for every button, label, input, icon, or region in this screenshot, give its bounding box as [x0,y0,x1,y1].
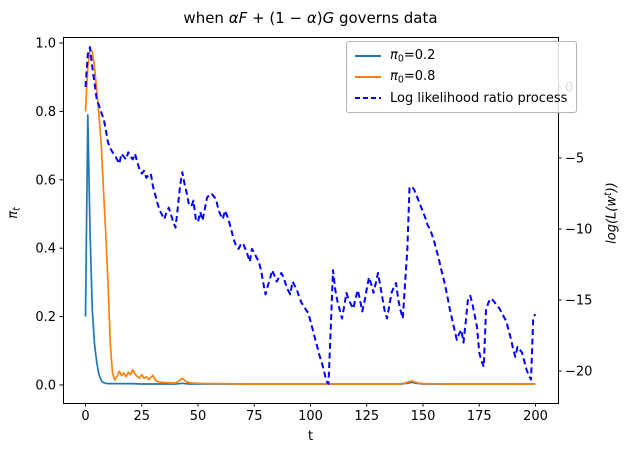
x-tick-label: 150 [411,409,436,424]
x-tick-label: 125 [354,409,379,424]
text-fragment: αF [228,9,248,27]
y-left-tick-label: 0.2 [35,310,56,325]
y-right-tick-label: −15 [565,294,592,309]
text-fragment: G [322,9,335,27]
chart-title: when αF + (1 − α)G governs data [63,9,558,27]
y-left-tick-label: 1.0 [35,36,56,51]
text-fragment: + (1 − [247,9,307,27]
legend-line-sample [355,55,381,57]
y-left-tick-label: 0.6 [35,173,56,188]
x-tick-label: 25 [133,409,150,424]
legend: π0=0.2 π0=0.8 Log likelihood ratio process [346,41,578,113]
y-right-tick-label: −10 [565,223,592,238]
text-fragment: t [602,192,614,197]
y-axis-left-label: πt [6,207,23,219]
legend-item: π0=0.8 [355,68,567,86]
text-fragment: Log likelihood ratio process [390,90,568,106]
text-fragment: t [11,207,23,211]
text-fragment: =0.8 [403,68,436,84]
y-left-tick-label: 0.8 [35,105,56,120]
x-tick-label: 50 [190,409,207,424]
text-fragment: 0 [397,74,404,86]
legend-item-label: Log likelihood ratio process [390,91,567,106]
x-tick-label: 175 [467,409,492,424]
y-left-tick-label: 0.4 [35,242,56,257]
y-left-tick-label: 0.0 [35,379,56,394]
y-axis-right-label: log(L(wt)) [603,182,620,244]
text-fragment: log(L(w [604,196,620,244]
legend-item-label: π0=0.8 [390,69,435,86]
legend-item-label: π0=0.2 [390,48,435,65]
legend-line-sample [355,76,381,78]
text-fragment: α [306,9,317,27]
text-fragment: )) [604,182,620,193]
text-fragment: governs data [334,9,438,27]
x-axis-label: t [307,429,314,444]
legend-item: Log likelihood ratio process [355,89,567,107]
legend-dashed-line-sample [355,97,381,99]
x-tick-label: 75 [246,409,263,424]
x-tick-label: 100 [298,409,323,424]
x-tick-label: 0 [81,409,89,424]
series-pi0-0.8-line [84,48,536,385]
text-fragment: =0.2 [403,47,436,63]
text-fragment: ) [316,9,323,27]
text-fragment: when [183,9,229,27]
y-right-tick-label: −20 [565,365,592,380]
text-fragment: π [5,210,21,219]
text-fragment: π [390,68,398,84]
series-pi0-0.2-line [84,113,536,385]
text-fragment: 0 [397,53,404,65]
series-log-likelihood-line [84,46,537,385]
x-tick-label: 200 [523,409,548,424]
y-right-tick-label: −5 [565,152,584,167]
text-fragment: π [390,47,398,63]
legend-item: π0=0.2 [355,47,567,65]
